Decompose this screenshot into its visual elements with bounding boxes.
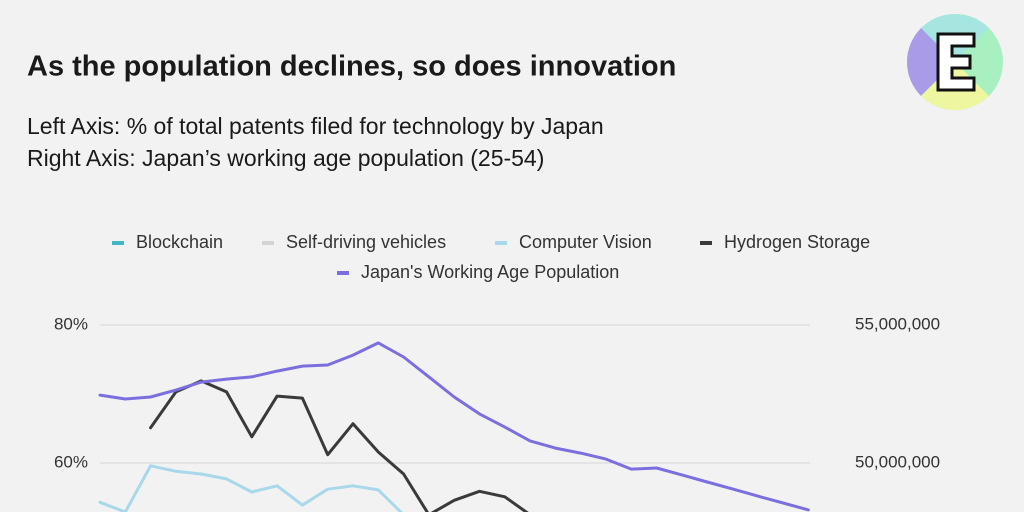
legend-label: Hydrogen Storage <box>724 232 870 252</box>
y2-tick-label: 50,000,000 <box>855 452 940 471</box>
series-line <box>149 379 529 512</box>
y-tick-label: 60% <box>54 452 88 471</box>
legend-label: Self-driving vehicles <box>286 232 446 252</box>
y2-tick-label: 55,000,000 <box>855 314 940 333</box>
series-line <box>98 464 403 512</box>
chart-title: As the population declines, so does inno… <box>27 51 676 83</box>
legend-label: Blockchain <box>136 232 223 252</box>
y-tick-label: 80% <box>54 314 88 333</box>
legend-label: Computer Vision <box>519 232 652 252</box>
series-line <box>98 341 810 512</box>
subtitle: Left Axis: % of total patents filed for … <box>27 113 604 139</box>
logo <box>907 14 1003 110</box>
subtitle: Right Axis: Japan’s working age populati… <box>27 145 544 171</box>
legend-label: Japan's Working Age Population <box>361 262 619 282</box>
